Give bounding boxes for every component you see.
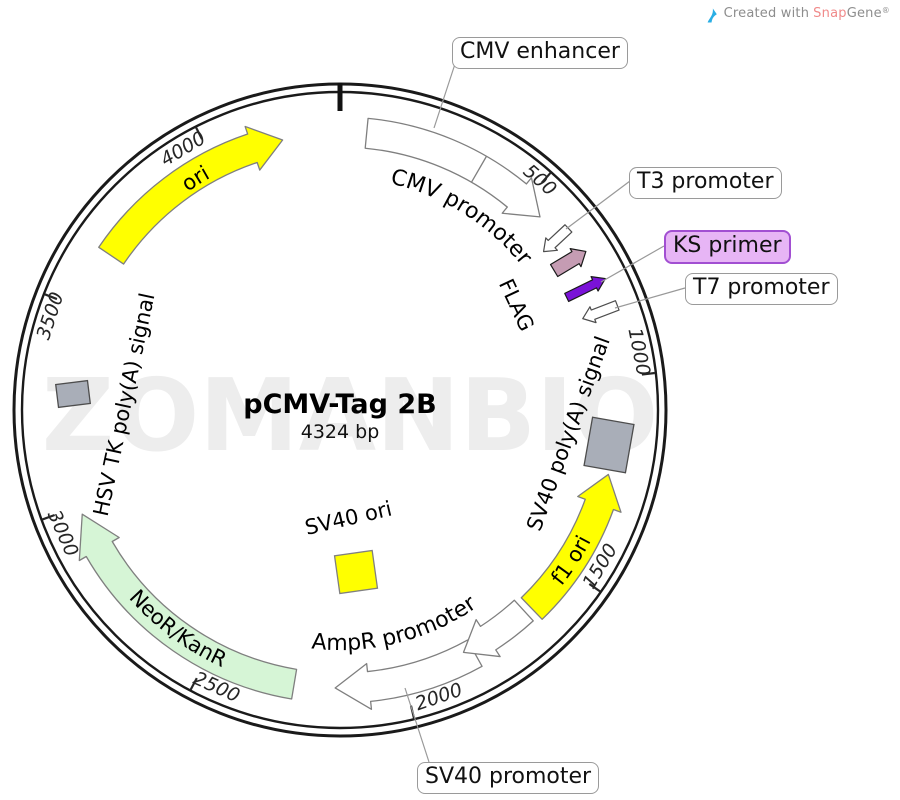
- tick-3500: [44, 293, 58, 301]
- rotated-label-sv40-ori: SV40 ori: [303, 497, 395, 540]
- f1-ori-arrow: [520, 473, 622, 620]
- plasmid-name: pCMV-Tag 2B: [243, 389, 436, 420]
- leader-sv40-promoter: [404, 687, 430, 763]
- cmv-enhancer-promoter-arrow: [364, 117, 541, 218]
- tick-4000: [195, 127, 203, 140]
- sv40-ori-box: [333, 549, 379, 595]
- tick-3000: [42, 513, 56, 521]
- leader-ks-primer: [600, 245, 665, 283]
- snapgene-logo-icon: [707, 8, 717, 23]
- hsvtk-polya-box: [54, 379, 92, 409]
- tick-label-3000: 3000: [43, 507, 83, 560]
- flag-arrow: [549, 248, 587, 278]
- leader-t7-promoter: [614, 287, 686, 309]
- watermark-text: ZOMANBIO: [42, 357, 659, 474]
- rotated-label-flag: FLAG: [494, 275, 539, 335]
- leader-cmv-enhancer: [433, 63, 456, 129]
- registered-mark: ®: [881, 6, 890, 15]
- neor-kanr-arrow: [78, 513, 298, 700]
- tick-1500: [588, 583, 601, 593]
- cmv-enhancer-promoter-arrow-divider: [470, 155, 488, 183]
- tick-label-3500: 3500: [32, 290, 68, 343]
- credit-brand-snap: Snap: [813, 6, 847, 21]
- ampr-promoter-arrow: [334, 639, 483, 711]
- credit-text: Created with: [723, 6, 810, 21]
- sv40-promoter-arrow: [462, 599, 534, 658]
- snapgene-credit: Created with Snap Gene ®: [705, 6, 890, 24]
- t3-promoter-arrow: [542, 224, 573, 253]
- leader-t3-promoter: [565, 180, 631, 230]
- ori-arrow: [98, 125, 284, 265]
- plasmid-size: 4324 bp: [301, 421, 380, 443]
- t7-promoter-arrow: [582, 300, 620, 324]
- tick-1000: [641, 371, 655, 376]
- sv40-polya-box: [583, 416, 635, 474]
- ks-primer-arrow: [564, 276, 606, 303]
- credit-brand-gene: Gene: [846, 6, 882, 21]
- tick-2500: [189, 677, 198, 691]
- tick-500: [541, 172, 552, 184]
